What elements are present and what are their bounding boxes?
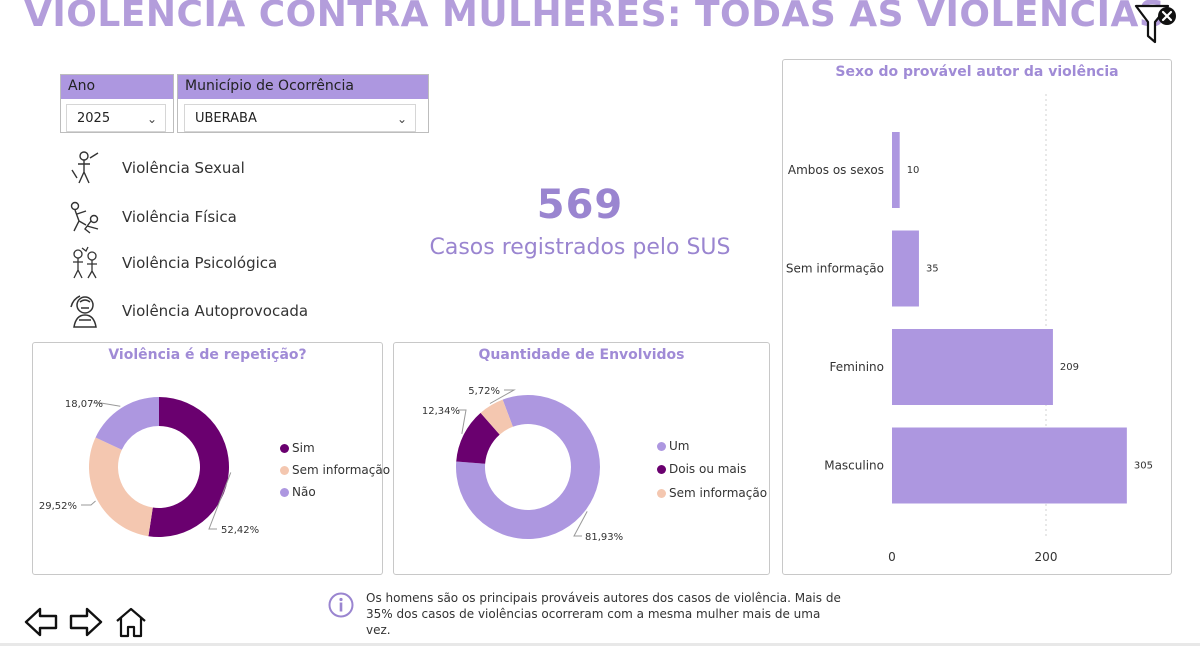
bar-sem-informação[interactable] [892,230,919,307]
repeat-violence-panel: Violência é de repetição? 52,42% 29,52% 18… [32,342,390,575]
y-category-label: Feminino [829,360,884,374]
slice-percent-label: 12,34% [422,406,460,417]
involved-quantity-title: Quantidade de Envolvidos [478,347,685,363]
leader-line [489,389,516,404]
violence-physical-label: Violência Física [122,208,237,226]
home-icon[interactable] [114,606,148,638]
legend-label: Sem informação [669,486,768,500]
physical-violence-icon [70,201,99,234]
leader-line [81,500,96,506]
author-sex-title: Sexo do provável autor da violência [835,64,1119,80]
slice-percent-label: 5,72% [468,386,500,397]
donut-slice-um[interactable] [456,395,600,539]
clear-filter-icon[interactable] [1134,2,1180,46]
back-arrow-icon[interactable] [24,606,58,638]
legend-label: Dois ou mais [669,462,747,476]
x-tick-label: 0 [888,550,896,564]
donut-slice-sem-informação[interactable] [89,437,153,537]
legend-item-nao[interactable]: Não [280,485,316,499]
bar-value-label: 209 [1060,362,1079,373]
legend-label: Um [669,439,690,453]
chevron-down-icon: ⌄ [396,112,407,126]
legend-dot [280,465,289,475]
leader-line [458,409,467,434]
kpi-cases-label: Casos registrados pelo SUS [429,235,731,260]
donut-slice-não[interactable] [95,397,159,450]
repeat-violence-title: Violência é de repetição? [108,347,307,363]
y-category-label: Ambos os sexos [788,163,884,177]
repeat-violence-donut: 52,42% 29,52% 18,07% [39,397,259,537]
info-text: Os homens são os principais prováveis au… [366,591,841,637]
violence-self-harm-link[interactable]: Violência Autoprovocada [68,291,308,331]
author-sex-panel: Sexo do provável autor da violência 0 200… [782,59,1172,575]
author-sex-bar-chart: 0 200 Ambos os sexos 10 Sem informação 35 Femi… [786,94,1153,564]
y-category-label: Sem informação [786,262,884,276]
bar-value-label: 35 [926,264,939,275]
donut-slice-sim[interactable] [148,397,229,537]
ano-value: 2025 [77,111,111,126]
legend-item-sim[interactable]: Sim [280,441,315,455]
violence-sexual-link[interactable]: Violência Sexual [68,148,245,188]
ano-slicer-label: Ano [61,75,173,99]
violence-psychological-label: Violência Psicológica [122,254,278,272]
bottom-divider [0,643,1200,646]
legend-dot [657,441,666,451]
legend-label: Sem informação [292,463,391,477]
kpi-cases-value: 569 [536,182,624,228]
leader-line [208,472,232,530]
slice-percent-label: 29,52% [39,501,77,512]
legend-dot [657,488,666,498]
bar-masculino[interactable] [892,427,1127,504]
ano-slicer: Ano 2025 ⌄ [60,74,174,133]
municipio-value: UBERABA [195,111,257,126]
bar-value-label: 305 [1134,461,1153,472]
involved-quantity-donut: 81,93% 12,34% 5,72% [422,386,623,543]
municipio-slicer-label: Município de Ocorrência [178,75,428,99]
self-harm-icon [70,295,97,328]
legend-item-dois-ou-mais[interactable]: Dois ou mais [657,462,746,476]
x-tick-label: 200 [1035,550,1058,564]
legend-item-um[interactable]: Um [657,439,689,453]
violence-sexual-label: Violência Sexual [122,159,245,177]
municipio-dropdown[interactable]: UBERABA ⌄ [184,104,416,132]
legend-label: Sim [292,441,315,455]
y-category-label: Masculino [824,459,884,473]
municipio-slicer: Município de Ocorrência UBERABA ⌄ [177,74,429,133]
violence-psychological-link[interactable]: Violência Psicológica [68,243,277,283]
legend-dot [280,443,289,453]
violence-self-harm-label: Violência Autoprovocada [122,302,309,320]
bar-ambos-os-sexos[interactable] [892,132,900,208]
slice-percent-label: 18,07% [65,399,103,410]
legend-dot [280,487,289,497]
legend-dot [657,464,666,474]
bar-value-label: 10 [907,165,920,176]
leader-line [93,402,121,407]
leader-line [573,511,588,537]
info-note: Os homens são os principais prováveis au… [328,590,848,637]
slice-percent-label: 52,42% [221,525,259,536]
page-title: VIOLÊNCIA CONTRA MULHERES: TODAS AS VIOL… [24,0,1166,35]
legend-item-sem-informacao[interactable]: Sem informação [657,486,767,500]
donut-slice-dois-ou-mais[interactable] [456,412,500,464]
involved-quantity-panel: Quantidade de Envolvidos 81,93% 12,34% 5,7… [393,342,770,575]
legend-item-sem-informacao[interactable]: Sem informação [280,463,390,477]
slice-percent-label: 81,93% [585,532,623,543]
chevron-down-icon: ⌄ [146,112,157,126]
ano-dropdown[interactable]: 2025 ⌄ [66,104,166,132]
bar-feminino[interactable] [892,329,1053,405]
forward-arrow-icon[interactable] [69,606,103,638]
legend-label: Não [292,485,316,499]
info-icon [328,592,354,618]
violence-physical-link[interactable]: Violência Física [68,197,237,237]
donut-slice-sem-informação[interactable] [480,399,513,435]
sexual-violence-icon [71,151,99,184]
psychological-violence-icon [73,246,97,279]
